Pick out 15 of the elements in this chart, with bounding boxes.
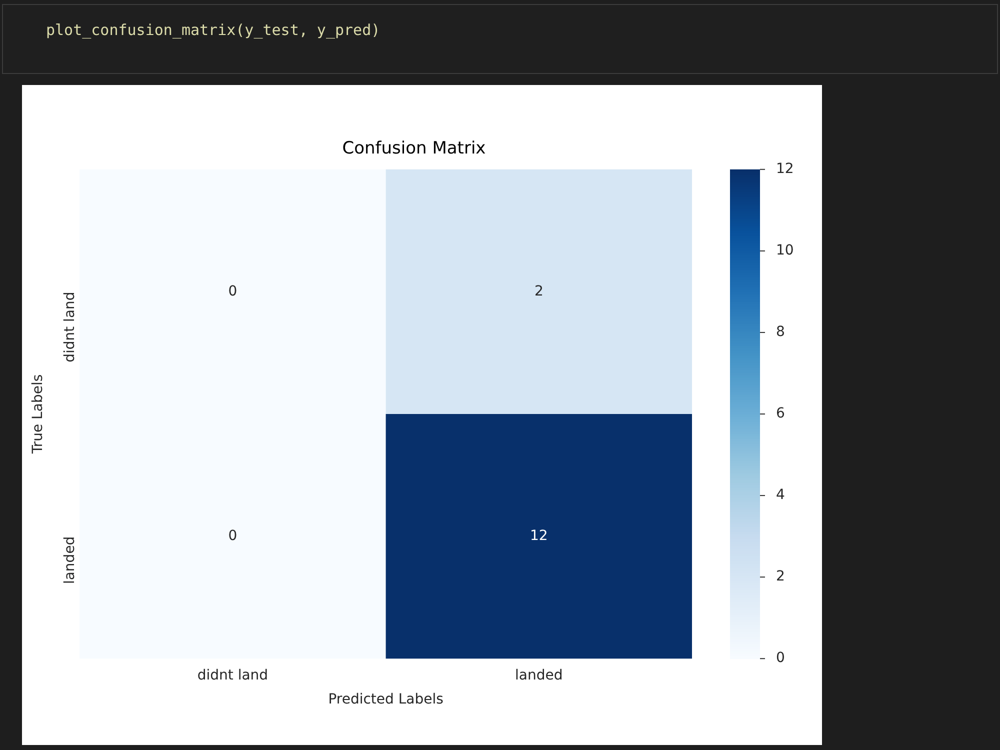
color-bar-label: 0 bbox=[776, 650, 785, 666]
color-bar-label: 4 bbox=[776, 487, 785, 504]
data-label: 2 bbox=[534, 283, 544, 300]
text: plot_confusion_matrix(y_test, y_pred) bbox=[46, 21, 380, 39]
data-label: 0 bbox=[228, 528, 238, 544]
data-label: 12 bbox=[530, 528, 548, 544]
data-label: 0 bbox=[228, 283, 238, 300]
color-bar-label: 6 bbox=[776, 406, 785, 422]
x-axis-title: Predicted Labels bbox=[328, 691, 444, 708]
color-bar-label: 2 bbox=[776, 568, 785, 585]
color-bar-label: 12 bbox=[776, 161, 794, 178]
chart-title: Confusion Matrix bbox=[342, 138, 486, 159]
y-axis-title: True Labels bbox=[30, 374, 46, 455]
color-bar-label: 8 bbox=[776, 324, 785, 340]
color-bar-label: 10 bbox=[776, 242, 794, 259]
